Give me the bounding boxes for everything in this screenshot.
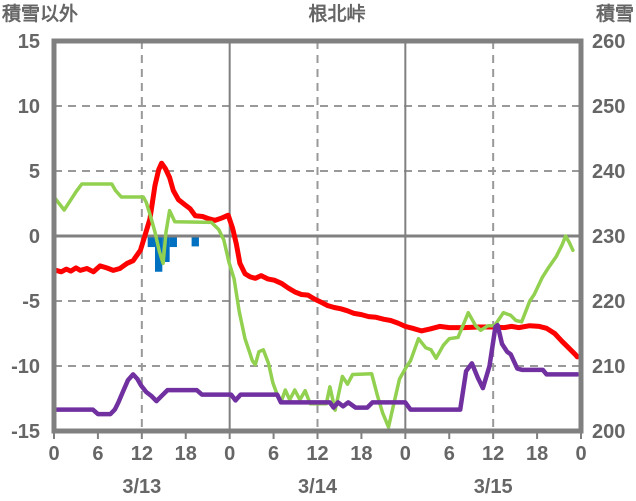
x-axis-hour-label: 6 xyxy=(92,443,103,465)
right-axis-tick-label: 230 xyxy=(592,226,625,248)
x-axis-hour-label: 18 xyxy=(526,443,548,465)
left-axis-tick-label: 5 xyxy=(29,161,40,183)
x-axis-hour-label: 12 xyxy=(306,443,328,465)
left-axis-tick-label: -15 xyxy=(11,421,40,443)
chart-header: 積雪以外 根北峠 積雪 xyxy=(2,4,634,27)
hourly-bar xyxy=(169,236,177,248)
x-axis-hour-label: 0 xyxy=(400,443,411,465)
left-axis-tick-label: -10 xyxy=(11,356,40,378)
right-axis-title: 積雪 xyxy=(595,4,634,25)
x-axis-hour-label: 0 xyxy=(224,443,235,465)
x-axis-hour-label: 6 xyxy=(444,443,455,465)
right-axis-tick-label: 200 xyxy=(592,421,625,443)
x-axis-date-label: 3/14 xyxy=(298,476,338,498)
right-axis-tick-label: 260 xyxy=(592,31,625,53)
hourly-bar xyxy=(147,236,156,248)
left-axis-tick-label: 15 xyxy=(18,31,40,53)
x-axis-hour-label: 0 xyxy=(48,443,59,465)
purple-line xyxy=(51,322,580,417)
left-axis-title: 積雪以外 xyxy=(2,4,79,25)
x-axis-hour-label: 12 xyxy=(131,443,153,465)
right-axis-tick-label: 250 xyxy=(592,96,625,118)
x-axis-date-label: 3/13 xyxy=(122,476,161,498)
right-axis-tick-label: 210 xyxy=(592,356,625,378)
right-axis-tick-label: 240 xyxy=(592,161,625,183)
right-axis-tick-label: 220 xyxy=(592,291,625,313)
hourly-bar xyxy=(191,236,199,247)
axis-labels-layer: 15 10 5 0 -5 -10 -15 260 250 240 230 220 210 200 0 6 12 1… xyxy=(11,31,625,498)
x-axis-hour-label: 18 xyxy=(350,443,372,465)
chart-title: 根北峠 xyxy=(308,4,366,25)
left-axis-tick-label: 0 xyxy=(29,226,40,248)
x-axis-hour-label: 12 xyxy=(482,443,504,465)
x-axis-hour-label: 6 xyxy=(268,443,279,465)
series-layer xyxy=(51,160,580,429)
x-axis-date-label: 3/15 xyxy=(474,476,513,498)
x-axis-hour-label: 0 xyxy=(575,443,586,465)
green-line xyxy=(52,182,575,429)
left-axis-tick-label: 10 xyxy=(18,96,40,118)
plot-frame xyxy=(51,38,584,434)
x-axis-hour-label: 18 xyxy=(175,443,197,465)
left-axis-tick-label: -5 xyxy=(22,291,40,313)
